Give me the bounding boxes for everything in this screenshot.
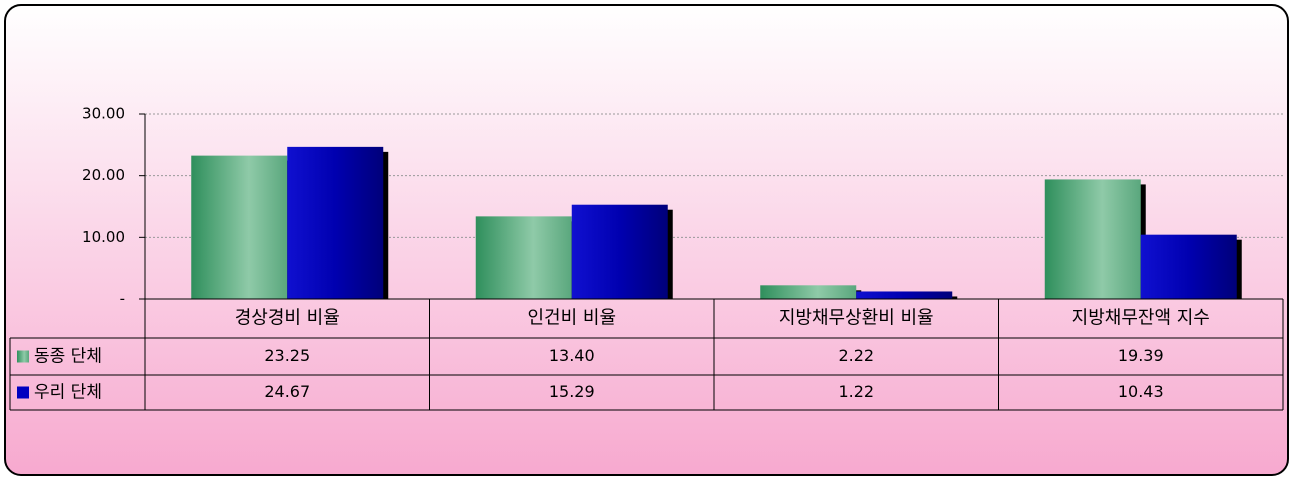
bar	[475, 216, 572, 299]
bar	[856, 291, 953, 299]
data-label: 15.29	[549, 382, 595, 401]
x-tick-label: 인건비 비율	[527, 308, 616, 329]
data-label: 19.39	[1118, 346, 1164, 365]
y-tick-label: 30.00	[82, 105, 125, 123]
data-label: 1.22	[838, 382, 874, 401]
legend-label: 동종 단체	[34, 347, 102, 367]
x-tick-label: 지방채무상환비 비율	[779, 308, 934, 329]
bar	[1140, 234, 1237, 299]
legend-swatch	[17, 350, 29, 363]
legend-label: 우리 단체	[34, 383, 102, 403]
bar	[760, 285, 857, 299]
bar	[287, 146, 384, 299]
data-label: 24.67	[264, 382, 310, 401]
x-tick-label: 경상경비 비율	[235, 308, 340, 329]
legend-swatch	[17, 386, 29, 399]
y-tick-label: -	[120, 290, 125, 308]
y-tick-label: 10.00	[82, 228, 125, 246]
data-label: 10.43	[1118, 382, 1164, 401]
bar	[571, 204, 668, 299]
bar	[1044, 179, 1141, 299]
data-label: 13.40	[549, 346, 595, 365]
bar	[191, 155, 288, 299]
x-tick-label: 지방채무잔액 지수	[1072, 308, 1210, 329]
data-label: 2.22	[838, 346, 874, 365]
y-tick-label: 20.00	[82, 166, 125, 184]
data-label: 23.25	[264, 346, 310, 365]
